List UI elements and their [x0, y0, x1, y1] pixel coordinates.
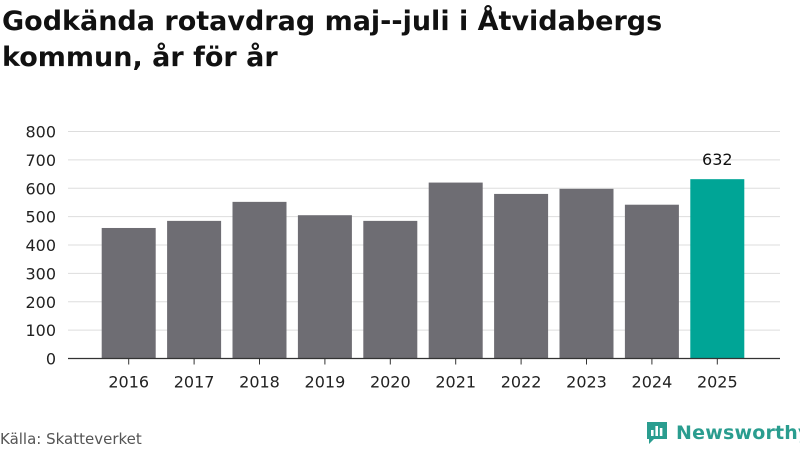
y-tick-label: 400 [25, 236, 56, 255]
chart-title: Godkända rotavdrag maj--juli i Åtvidaber… [2, 6, 663, 73]
bar-2022 [494, 193, 549, 359]
bar-2016 [101, 227, 156, 359]
bar-2020 [363, 220, 418, 359]
y-tick-label: 100 [25, 321, 56, 340]
bar-2017 [167, 220, 222, 359]
bar-2018 [232, 201, 287, 359]
y-tick-label: 300 [25, 264, 56, 283]
y-tick-label: 600 [25, 179, 56, 198]
bar-2024 [624, 204, 679, 359]
brand-name: Newsworthy [676, 422, 800, 444]
newsworthy-logo-icon [647, 422, 667, 444]
data-label: 632 [702, 150, 733, 169]
x-tick-label: 2020 [370, 373, 411, 392]
x-tick-label: 2019 [305, 373, 346, 392]
x-tick-label: 2024 [632, 373, 673, 392]
bars [101, 179, 745, 359]
brand-logo: Newsworthy [645, 420, 800, 446]
bar-chart: 0 100 200 300 400 500 600 700 800 2016 2017 2018 201… [25, 123, 780, 392]
y-tick-label: 800 [25, 123, 56, 142]
y-tick-label: 500 [25, 208, 56, 227]
x-tick-label: 2017 [174, 373, 215, 392]
bar-2025 [690, 179, 745, 359]
axis-labels: 0 100 200 300 400 500 600 700 800 2016 2017 2018 201… [25, 123, 780, 392]
x-tick-label: 2023 [566, 373, 607, 392]
y-tick-label: 700 [25, 151, 56, 170]
x-tick-label: 2021 [435, 373, 476, 392]
bar-2023 [559, 188, 614, 359]
x-tick-label: 2022 [501, 373, 542, 392]
x-tick-label: 2018 [239, 373, 280, 392]
bar-2021 [428, 182, 483, 359]
y-tick-label: 0 [46, 350, 56, 369]
bar-2019 [297, 215, 352, 359]
x-tick-label: 2016 [108, 373, 149, 392]
x-tick-label: 2025 [697, 373, 738, 392]
y-tick-label: 200 [25, 293, 56, 312]
source-note: Källa: Skatteverket [0, 430, 142, 448]
